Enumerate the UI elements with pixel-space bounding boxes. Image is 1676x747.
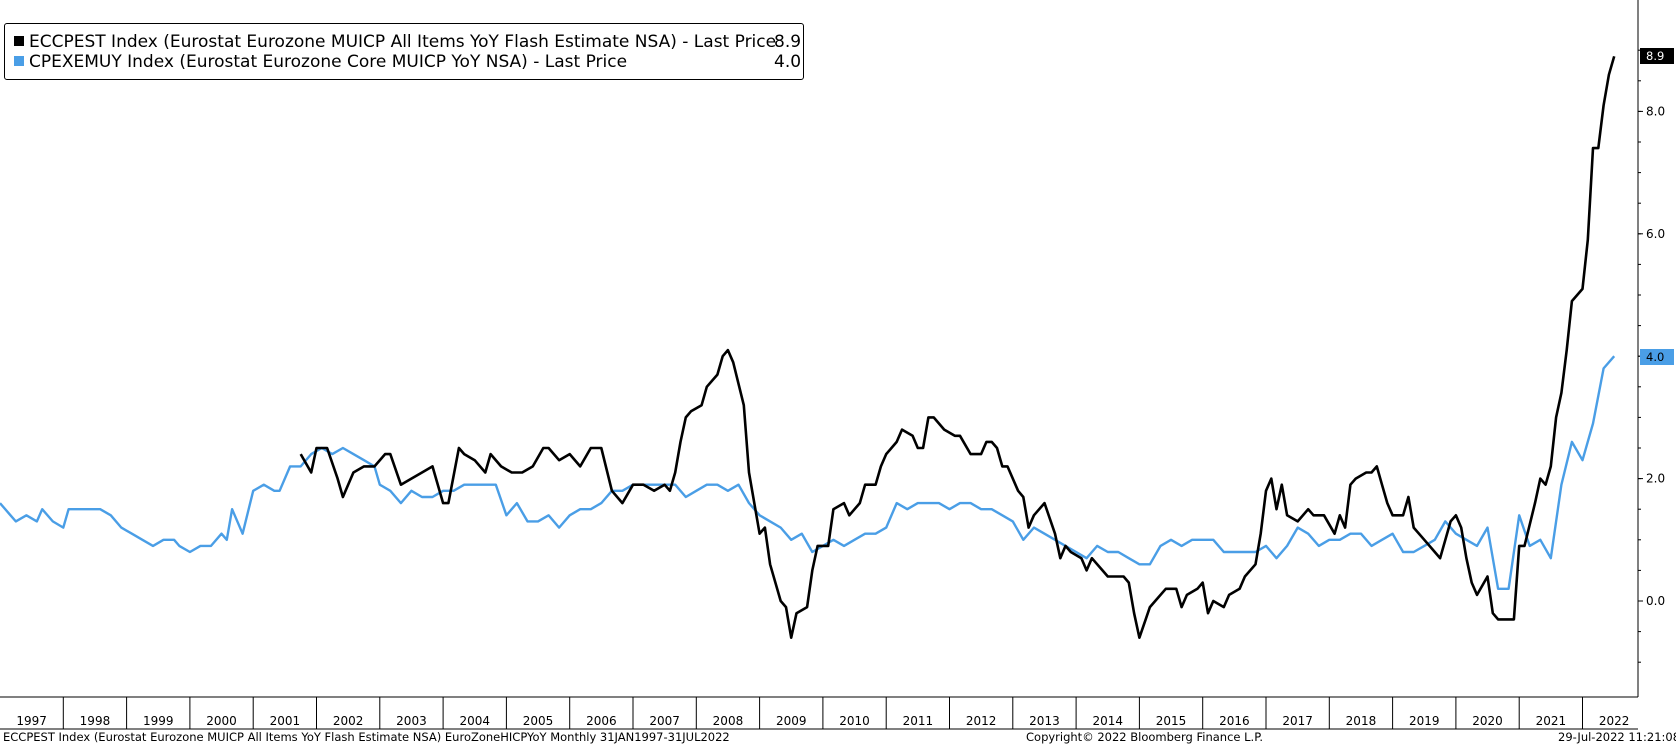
legend-value-core: 4.0 xyxy=(774,52,802,72)
y-tick-label: 0.0 xyxy=(1646,594,1665,608)
x-tick-label: 2019 xyxy=(1409,714,1440,728)
x-tick-label: 2022 xyxy=(1599,714,1630,728)
x-tick-label: 2002 xyxy=(333,714,364,728)
legend-label-headline: ECCPEST Index (Eurostat Eurozone MUICP A… xyxy=(29,32,777,52)
x-tick-label: 2018 xyxy=(1346,714,1377,728)
y-tick-label: 8.0 xyxy=(1646,104,1665,118)
last-value-badge-core: 4.0 xyxy=(1640,349,1674,365)
legend-value-headline: 8.9 xyxy=(774,32,802,52)
x-tick-label: 2020 xyxy=(1472,714,1503,728)
footer-copyright: Copyright© 2022 Bloomberg Finance L.P. xyxy=(1026,730,1263,744)
x-tick-label: 2010 xyxy=(839,714,870,728)
x-tick-label: 2016 xyxy=(1219,714,1250,728)
x-tick-label: 2008 xyxy=(713,714,744,728)
series-line-core-hicp xyxy=(0,355,1616,590)
x-tick-label: 2000 xyxy=(206,714,237,728)
y-tick-label: 2.0 xyxy=(1646,472,1665,486)
x-tick-label: 2015 xyxy=(1156,714,1187,728)
x-tick-label: 2006 xyxy=(586,714,617,728)
chart-legend: ECCPEST Index (Eurostat Eurozone MUICP A… xyxy=(4,23,804,80)
x-tick-label: 2004 xyxy=(459,714,490,728)
chart-series-group xyxy=(0,55,1616,639)
x-tick-label: 1998 xyxy=(80,714,111,728)
chart-axes xyxy=(0,0,1639,730)
x-tick-label: 2014 xyxy=(1092,714,1123,728)
series-line-headline-hicp xyxy=(299,55,1616,639)
legend-label-core: CPEXEMUY Index (Eurostat Eurozone Core M… xyxy=(29,52,628,72)
x-tick-label: 2007 xyxy=(649,714,680,728)
y-tick-label: 6.0 xyxy=(1646,227,1665,241)
legend-entry-headline: ECCPEST Index (Eurostat Eurozone MUICP A… xyxy=(14,31,801,53)
x-tick-label: 2021 xyxy=(1536,714,1567,728)
x-tick-label: 1999 xyxy=(143,714,174,728)
footer-description: ECCPEST Index (Eurostat Eurozone MUICP A… xyxy=(3,730,730,744)
legend-swatch-headline xyxy=(14,36,24,46)
x-tick-label: 2012 xyxy=(966,714,997,728)
x-tick-label: 2005 xyxy=(523,714,554,728)
last-value-badge-headline: 8.9 xyxy=(1640,48,1674,64)
x-tick-label: 2013 xyxy=(1029,714,1060,728)
x-tick-label: 2009 xyxy=(776,714,807,728)
x-tick-label: 1997 xyxy=(16,714,47,728)
x-tick-label: 2017 xyxy=(1282,714,1313,728)
x-tick-label: 2011 xyxy=(903,714,934,728)
x-tick-label: 2001 xyxy=(270,714,301,728)
legend-swatch-core xyxy=(14,56,24,66)
x-tick-label: 2003 xyxy=(396,714,427,728)
legend-entry-core: CPEXEMUY Index (Eurostat Eurozone Core M… xyxy=(14,51,801,73)
footer-timestamp: 29-Jul-2022 11:21:08 xyxy=(1558,730,1676,744)
chart-ticks: 0.0 2.0 4.0 6.0 8.0 1997 1998 1999 2000 2001 2002 2… xyxy=(16,49,1665,729)
